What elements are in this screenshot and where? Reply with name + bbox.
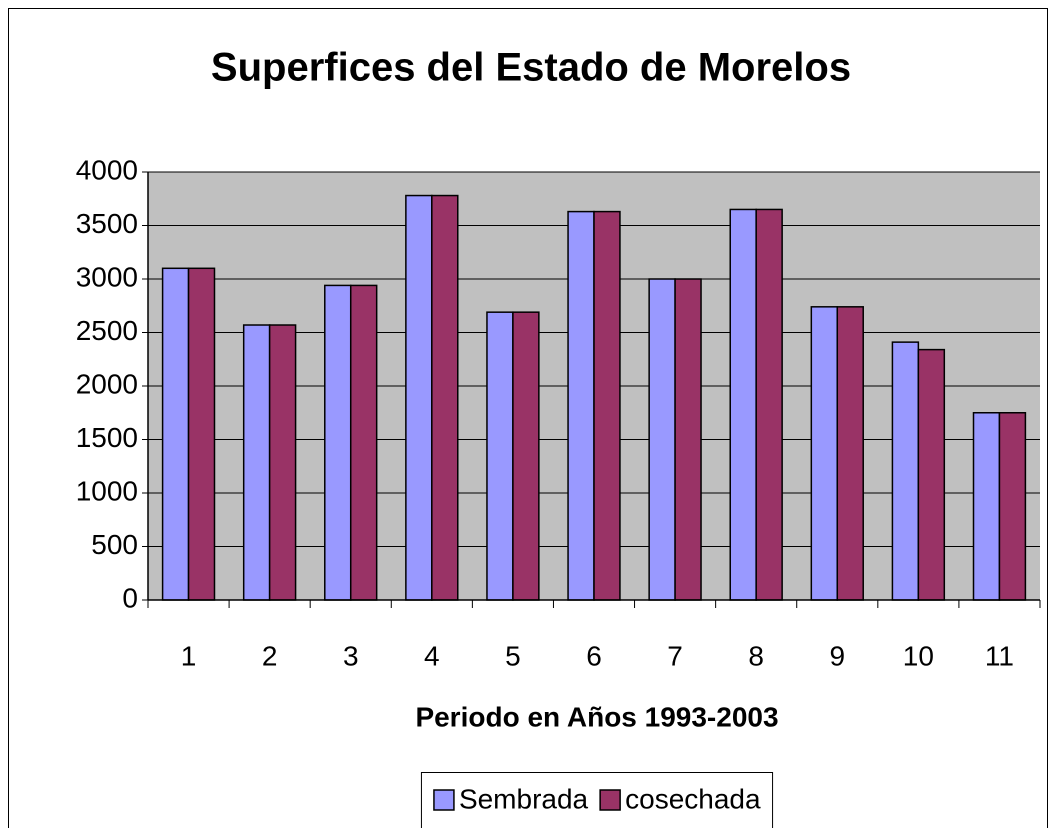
x-tick-label: 11 bbox=[985, 640, 1014, 671]
y-tick-label: 0 bbox=[122, 582, 138, 613]
bar bbox=[998, 412, 1027, 601]
bar bbox=[810, 306, 839, 601]
bar bbox=[917, 348, 946, 601]
bar bbox=[268, 324, 297, 601]
bar bbox=[648, 278, 676, 601]
bar bbox=[674, 278, 702, 601]
legend-swatch bbox=[599, 789, 621, 811]
bar bbox=[324, 284, 352, 601]
bar bbox=[161, 267, 190, 601]
x-tick-label: 4 bbox=[424, 640, 440, 671]
x-tick-label: 3 bbox=[343, 640, 359, 671]
bar bbox=[836, 306, 864, 601]
x-axis-title: Periodo en Años 1993-2003 bbox=[415, 701, 778, 732]
y-tick-label: 1500 bbox=[76, 422, 138, 453]
x-tick-label: 7 bbox=[667, 640, 683, 671]
bar bbox=[567, 210, 595, 601]
bar bbox=[512, 311, 540, 601]
bar bbox=[431, 194, 459, 601]
bar bbox=[405, 194, 433, 601]
x-tick-label: 9 bbox=[829, 640, 845, 671]
y-tick-label: 1000 bbox=[76, 475, 138, 506]
x-tick-label: 5 bbox=[505, 640, 521, 671]
bar bbox=[891, 341, 920, 601]
x-tick-label: 1 bbox=[181, 640, 197, 671]
y-tick-label: 3500 bbox=[76, 208, 138, 239]
legend-label: Sembrada bbox=[459, 783, 589, 814]
y-tick-label: 2500 bbox=[76, 315, 138, 346]
legend-box bbox=[420, 772, 774, 828]
chart-title: Superfices del Estado de Morelos bbox=[211, 46, 851, 90]
legend-swatch bbox=[433, 789, 455, 811]
x-tick-label: 8 bbox=[748, 640, 764, 671]
y-tick-label: 3000 bbox=[76, 261, 138, 292]
x-tick-label: 10 bbox=[903, 640, 934, 671]
bar bbox=[755, 208, 783, 601]
bar bbox=[349, 284, 378, 601]
legend: Sembrada cosechada bbox=[420, 772, 774, 828]
bar bbox=[187, 267, 216, 601]
legend-label: cosechada bbox=[625, 783, 761, 814]
bar bbox=[972, 412, 1001, 601]
x-tick-label: 2 bbox=[262, 640, 278, 671]
bar bbox=[486, 311, 514, 601]
x-tick-label: 6 bbox=[586, 640, 602, 671]
bar bbox=[242, 324, 271, 601]
bar bbox=[593, 210, 621, 601]
bar bbox=[729, 208, 757, 601]
y-tick-label: 4000 bbox=[76, 154, 138, 185]
y-tick-label: 500 bbox=[91, 529, 138, 560]
y-tick-label: 2000 bbox=[76, 368, 138, 399]
